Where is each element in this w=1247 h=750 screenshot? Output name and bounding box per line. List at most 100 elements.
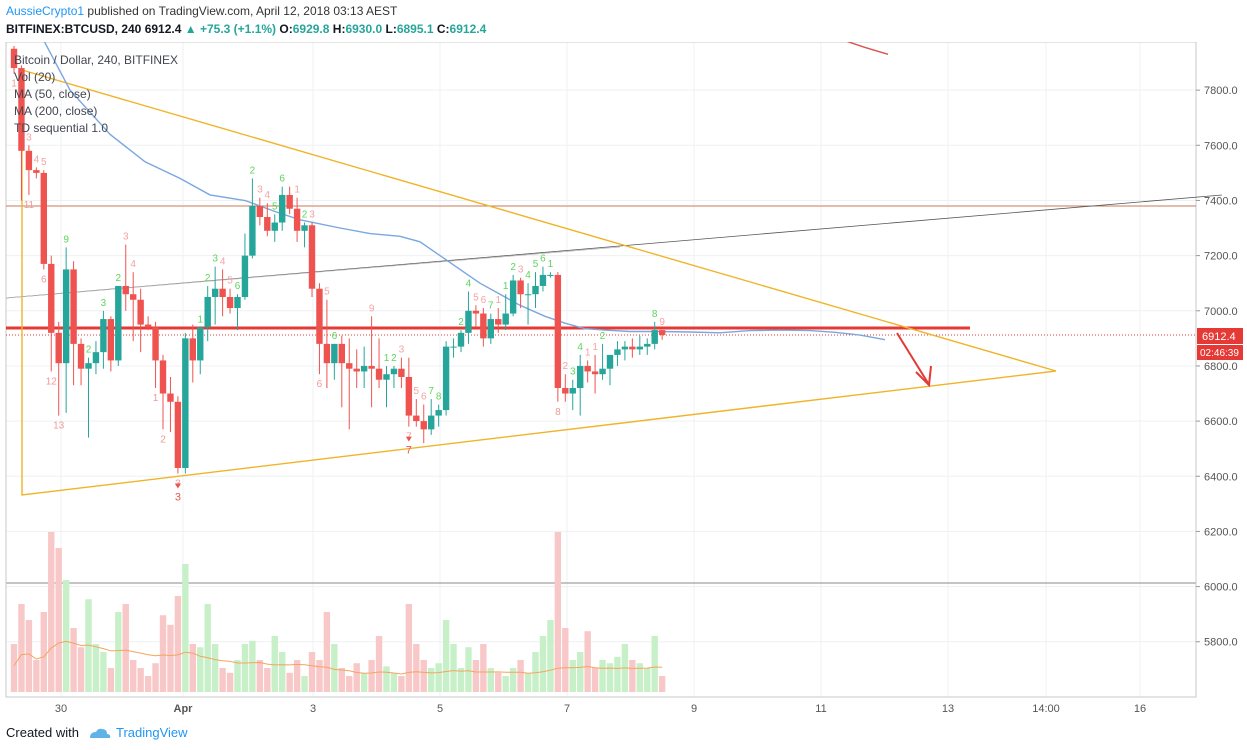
time-tick-label: 11 xyxy=(815,703,826,715)
volume-bar xyxy=(539,636,547,692)
td-count-label: 4 xyxy=(265,190,271,201)
volume-bar xyxy=(554,532,562,692)
volume-bar xyxy=(48,532,55,692)
volume-bar xyxy=(480,644,487,692)
price-chart-svg[interactable]: 1345116121392323412312345623456123656912… xyxy=(0,0,1247,722)
td-count-label: 4 xyxy=(130,259,136,270)
price-tick-label: 7600.0 xyxy=(1204,140,1238,152)
candle-body xyxy=(405,376,413,416)
volume-bar xyxy=(502,676,509,692)
volume-bar xyxy=(636,663,643,692)
td-count-label: 5 xyxy=(473,292,479,303)
td-count-label: 4 xyxy=(220,256,226,267)
volume-bar xyxy=(465,647,472,692)
candle-body xyxy=(144,324,152,328)
volume-bar xyxy=(509,668,517,692)
candle-body xyxy=(331,343,338,364)
td-count-label: 6 xyxy=(332,331,338,342)
change-up-icon: ▲ xyxy=(184,22,197,36)
volume-bar xyxy=(256,660,264,692)
td-count-label: 2 xyxy=(205,273,211,284)
candle-body xyxy=(40,172,47,264)
td-count-label: 3 xyxy=(257,185,263,196)
volume-bar xyxy=(40,612,47,692)
candle-body xyxy=(651,330,658,344)
volume-bar xyxy=(591,668,599,692)
time-tick-label: 14:00 xyxy=(1032,703,1060,715)
volume-bar xyxy=(174,596,182,692)
volume-bar xyxy=(25,620,33,692)
td-count-label: 2 xyxy=(600,331,606,342)
candle-body xyxy=(10,48,18,69)
td-count-label: 1 xyxy=(153,393,159,404)
td-count-label: 5 xyxy=(272,201,278,212)
td-count-label: 4 xyxy=(525,270,531,281)
candle-body xyxy=(107,319,115,361)
td-down-arrow-icon xyxy=(174,483,181,489)
price-tick-label: 7000.0 xyxy=(1204,306,1238,318)
candle-body xyxy=(204,296,211,328)
volume-bar xyxy=(204,604,211,692)
volume-bar xyxy=(62,580,70,692)
volume-bar xyxy=(390,672,398,692)
legend-ma50[interactable]: MA (50, close) xyxy=(14,87,91,101)
volume-bar xyxy=(115,612,122,692)
volume-bar xyxy=(584,631,591,692)
candle-body xyxy=(137,299,144,325)
legend-td-sequential[interactable]: TD sequential 1.0 xyxy=(14,121,109,135)
candle-body xyxy=(420,421,427,430)
td-count-label: 3 xyxy=(26,132,32,143)
chart-area[interactable]: 1345116121392323412312345623456123656912… xyxy=(0,0,1247,722)
candle-body xyxy=(279,194,286,223)
volume-bar xyxy=(562,628,569,692)
legend-symbol[interactable]: Bitcoin / Dollar, 240, BITFINEX xyxy=(14,53,179,67)
candle-body xyxy=(606,354,614,369)
legend-volume[interactable]: Vol (20) xyxy=(14,70,56,84)
created-with-label: Created with xyxy=(6,725,79,740)
td-count-label: 1 xyxy=(384,353,390,364)
td-count-label: 6 xyxy=(317,379,323,390)
volume-bar xyxy=(450,644,457,692)
td-count-label: 8 xyxy=(555,407,561,418)
symbol-line: BITFINEX:BTCUSD, 240 6912.4 ▲ +75.3 (+1.… xyxy=(6,22,486,36)
author-link[interactable]: AussieCrypto1 xyxy=(6,4,85,18)
td-setup-label: 3 xyxy=(175,492,181,504)
candle-body xyxy=(547,274,554,276)
triangle-upper xyxy=(21,69,1057,372)
price-axis[interactable]: 5800.0 6000.0 6200.0 6400.0 6600.0 6800.0 7000… xyxy=(1196,85,1238,649)
td-count-label: 4 xyxy=(577,342,583,353)
volume-bar xyxy=(33,660,40,692)
td-count-label: 2 xyxy=(391,353,397,364)
candle-body xyxy=(487,319,494,339)
volume-bar xyxy=(100,652,107,692)
td-count-label: 7 xyxy=(428,386,434,397)
tradingview-brand[interactable]: TradingView xyxy=(88,725,188,740)
legend-ma200[interactable]: MA (200, close) xyxy=(14,104,98,118)
candle-body xyxy=(286,194,293,209)
td-count-label: 11 xyxy=(24,200,35,211)
candle-body xyxy=(569,388,576,394)
candle-body xyxy=(435,410,442,416)
volume-bar xyxy=(234,660,241,692)
volume-bar xyxy=(308,652,316,692)
td-count-label: 5 xyxy=(414,386,420,397)
volume-bar xyxy=(517,660,524,692)
volume-bar xyxy=(159,615,167,692)
td-count-label: 6 xyxy=(279,174,285,185)
td-count-label: 1 xyxy=(294,185,300,196)
candle-body xyxy=(293,208,301,231)
candle-body xyxy=(70,269,77,344)
candle-body xyxy=(524,294,532,296)
publish-info: published on TradingView.com, April 12, … xyxy=(87,4,398,18)
candle-body xyxy=(375,368,383,380)
td-count-label: 2 xyxy=(86,345,92,356)
plot-border xyxy=(5,41,1197,698)
volume-bar xyxy=(651,636,658,692)
volume-bar xyxy=(413,644,420,692)
volume-bar xyxy=(167,624,174,692)
volume-bar xyxy=(55,548,62,692)
candle-body xyxy=(457,332,465,347)
time-tick-label: 7 xyxy=(564,703,570,715)
volume-bar xyxy=(219,668,226,692)
time-tick-label: 13 xyxy=(942,703,954,715)
